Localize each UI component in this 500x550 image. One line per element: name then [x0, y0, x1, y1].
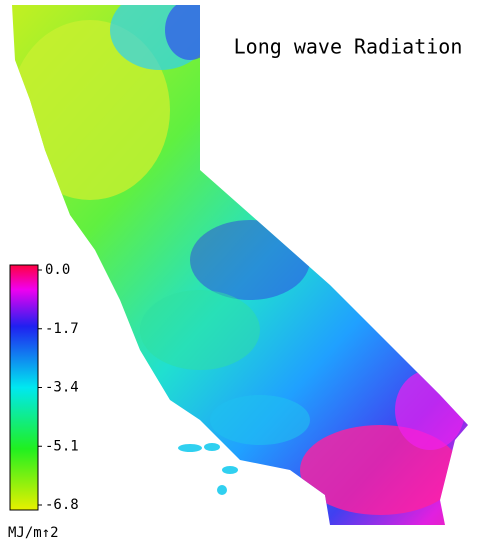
colorbar-tick-label: -3.4 — [45, 380, 79, 396]
colorbar — [9, 264, 39, 511]
colorbar-tick-label: 0.0 — [45, 262, 70, 278]
colorbar-tick-label: -5.1 — [45, 438, 79, 454]
colorbar-tick-label: -6.8 — [45, 497, 79, 513]
colorbar-tick-label: -1.7 — [45, 321, 79, 337]
colorbar-unit: MJ/m↑2 — [8, 525, 59, 541]
islands — [178, 443, 238, 495]
map-title: Long wave Radiation — [234, 35, 463, 59]
